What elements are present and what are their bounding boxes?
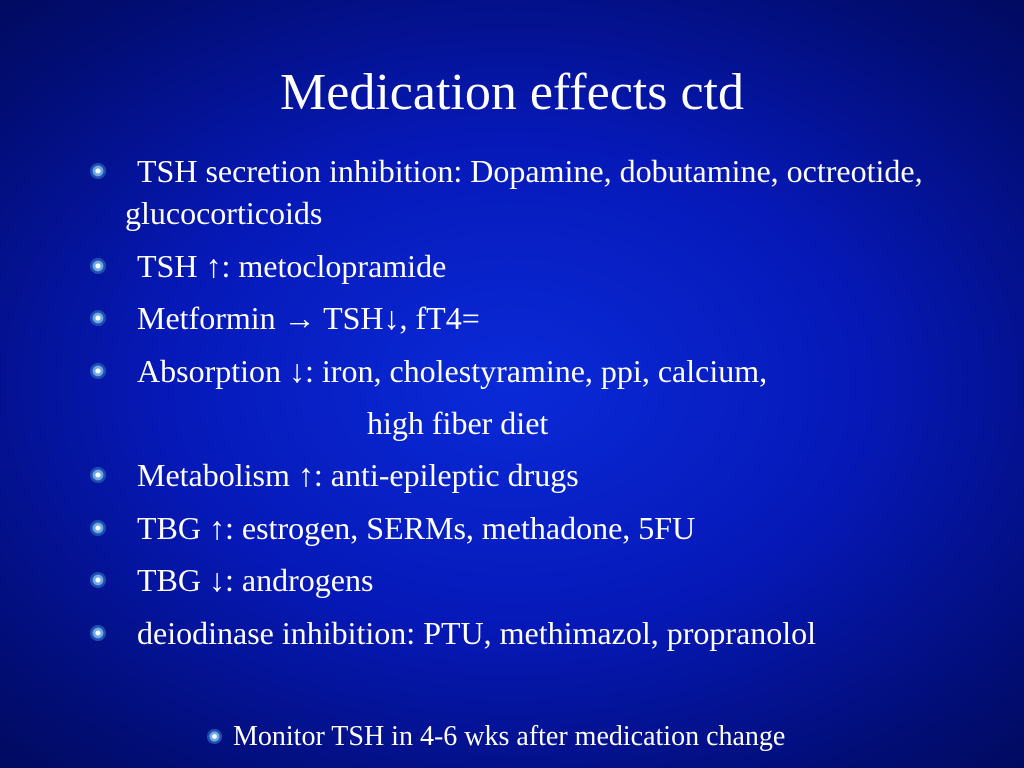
- bullet-icon: [90, 257, 106, 274]
- bullet-item: TBG ↓: androgens: [90, 559, 1005, 601]
- bullet-icon: [90, 163, 106, 179]
- bullet-icon: [90, 519, 106, 536]
- bullet-text: TSH secretion inhibition: Dopamine, dobu…: [125, 153, 923, 231]
- bullet-text: Absorption ↓: iron, cholestyramine, ppi,…: [137, 352, 768, 389]
- bullet-item: deiodinase inhibition: PTU, methimazol, …: [90, 612, 1005, 654]
- bullet-text: TSH ↑: metoclopramide: [137, 247, 447, 284]
- bullet-icon: [90, 467, 106, 483]
- bullet-icon: [90, 572, 106, 588]
- bullet-continuation: high fiber diet: [367, 404, 549, 441]
- bullet-text: TBG ↓: androgens: [137, 562, 374, 598]
- bullet-list: TSH secretion inhibition: Dopamine, dobu…: [90, 150, 1005, 664]
- footer-note: Monitor TSH in 4-6 wks after medication …: [207, 718, 786, 756]
- bullet-icon: [207, 729, 222, 744]
- bullet-icon: [90, 362, 106, 379]
- bullet-item: TSH secretion inhibition: Dopamine, dobu…: [90, 150, 1005, 234]
- bullet-item: Absorption ↓: iron, cholestyramine, ppi,…: [90, 350, 1005, 444]
- bullet-text: deiodinase inhibition: PTU, methimazol, …: [137, 614, 816, 651]
- bullet-item: Metabolism ↑: anti-epileptic drugs: [90, 454, 1005, 496]
- bullet-icon: [90, 310, 106, 326]
- slide-title: Medication effects ctd: [280, 64, 744, 121]
- bullet-item: Metformin → TSH↓, fT4=: [90, 297, 1005, 339]
- bullet-icon: [90, 624, 106, 641]
- bullet-text: Metabolism ↑: anti-epileptic drugs: [137, 457, 579, 493]
- bullet-item: TSH ↑: metoclopramide: [90, 245, 1005, 287]
- bullet-text: Metformin → TSH↓, fT4=: [137, 300, 480, 336]
- bullet-item: TBG ↑: estrogen, SERMs, methadone, 5FU: [90, 507, 1005, 549]
- footer-text: Monitor TSH in 4-6 wks after medication …: [233, 721, 786, 752]
- bullet-text: TBG ↑: estrogen, SERMs, methadone, 5FU: [137, 509, 696, 546]
